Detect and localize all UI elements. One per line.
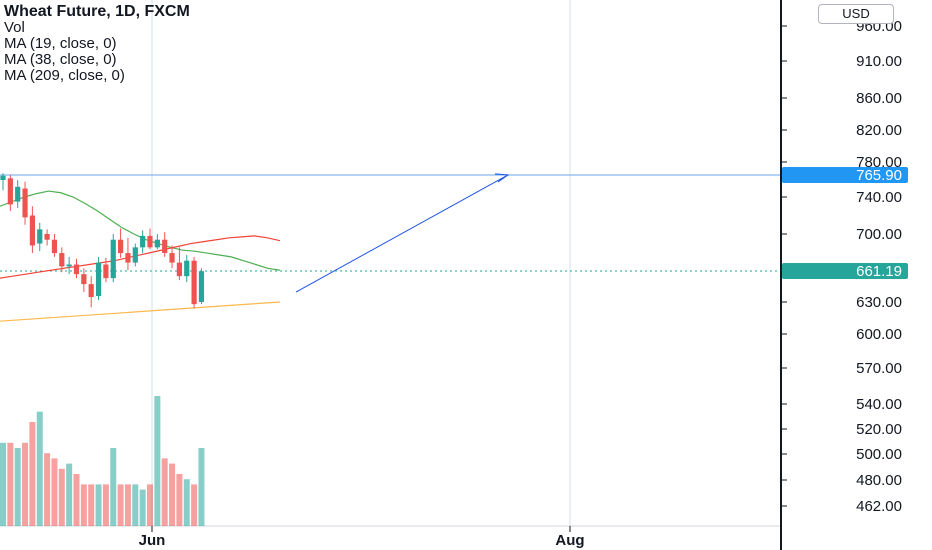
- price-tick-label: 500.00: [856, 446, 902, 463]
- volume-bar: [169, 463, 176, 526]
- volume-bar: [36, 411, 43, 526]
- candle-body: [95, 262, 102, 297]
- horizontal-line-label: 765.90: [856, 167, 902, 184]
- candle-body: [169, 253, 175, 263]
- ma-209-line: [0, 301, 281, 322]
- price-axis[interactable]: 960.00910.00860.00820.00780.00740.00700.…: [780, 0, 932, 550]
- drawings[interactable]: [295, 173, 510, 293]
- price-tick-label: 910.00: [856, 53, 902, 70]
- price-tick-label: 462.00: [856, 498, 902, 515]
- price-tick-label: 860.00: [856, 90, 902, 107]
- moving-averages: [0, 190, 281, 322]
- volume-bar: [29, 422, 36, 526]
- candle-body: [7, 178, 13, 205]
- candle-body: [140, 235, 146, 248]
- candle-body: [81, 274, 87, 285]
- volume-bar: [147, 484, 153, 526]
- candle-body: [162, 239, 168, 254]
- candle-body: [59, 253, 65, 267]
- volume-bar: [124, 484, 131, 526]
- candle-body: [147, 235, 153, 248]
- time-axis[interactable]: Jun Aug: [139, 526, 585, 549]
- current-price-label-bg: [782, 263, 908, 279]
- volume-bar: [139, 489, 146, 526]
- legend-ma-209[interactable]: MA (209, close, 0): [4, 67, 125, 84]
- volume-bar: [102, 484, 109, 526]
- trend-line: [295, 174, 509, 293]
- candle-body: [103, 264, 109, 279]
- volume-bar: [51, 458, 58, 526]
- volume-bar: [132, 484, 139, 526]
- volume-bar: [183, 479, 190, 526]
- candle-body: [51, 239, 58, 254]
- price-tick-label: 520.00: [856, 421, 902, 438]
- candle-body: [37, 229, 43, 244]
- candle-body: [176, 262, 182, 277]
- volume-bar: [198, 448, 205, 526]
- candle-body: [191, 260, 197, 305]
- candle-body: [132, 247, 138, 263]
- candle-body: [154, 239, 160, 248]
- price-tick-label: 740.00: [856, 189, 902, 206]
- volume-bar: [14, 448, 21, 526]
- volume-bar: [154, 396, 161, 526]
- volume-bar: [44, 453, 51, 526]
- symbol-title[interactable]: Wheat Future, 1D, FXCM: [4, 3, 190, 20]
- candle-body: [44, 234, 50, 240]
- ma-38-line: [0, 235, 281, 279]
- candle-body: [73, 264, 80, 275]
- ma-19-line: [0, 190, 281, 271]
- candlesticks: [0, 173, 205, 309]
- volume-bar: [191, 484, 198, 526]
- horizontal-line-label-bg: [782, 167, 908, 183]
- volume-bar: [73, 474, 80, 526]
- candle-body: [125, 253, 131, 263]
- candle-body: [88, 284, 94, 298]
- legend-ma-38[interactable]: MA (38, close, 0): [4, 51, 117, 68]
- volume-bar: [22, 442, 29, 526]
- candle-body: [66, 264, 72, 267]
- time-tick-label: Aug: [555, 532, 584, 549]
- price-tick-label: 570.00: [856, 360, 902, 377]
- price-tick-label: 700.00: [856, 226, 902, 243]
- candle-body: [198, 271, 205, 302]
- volume-bar: [117, 484, 124, 526]
- volume-bar: [80, 484, 87, 526]
- candle-body: [110, 239, 116, 279]
- volume-bar: [88, 484, 95, 526]
- candle-body: [0, 175, 6, 181]
- price-tick-label: 480.00: [856, 472, 902, 489]
- candle-body: [22, 188, 28, 218]
- candle-body: [29, 215, 35, 246]
- chart-legend: Wheat Future, 1D, FXCM Vol MA (19, close…: [4, 4, 190, 84]
- volume-bar: [0, 442, 6, 526]
- volume-bars: [0, 396, 205, 526]
- candle-body: [15, 186, 21, 202]
- volume-bar: [110, 448, 117, 526]
- price-tick-label: 630.00: [856, 294, 902, 311]
- price-tick-label: 820.00: [856, 122, 902, 139]
- volume-bar: [176, 474, 183, 526]
- price-tick-label: 780.00: [856, 154, 902, 171]
- trend-line-arrowhead: [494, 173, 510, 183]
- time-tick-label: Jun: [139, 532, 166, 549]
- legend-ma-19[interactable]: MA (19, close, 0): [4, 35, 117, 52]
- currency-button[interactable]: USD: [818, 4, 894, 24]
- price-tick-label: 600.00: [856, 326, 902, 343]
- current-price-label: 661.19: [856, 263, 902, 280]
- candle-body: [118, 239, 124, 254]
- volume-bar: [95, 484, 102, 526]
- volume-bar: [161, 458, 168, 526]
- legend-vol[interactable]: Vol: [4, 19, 25, 36]
- volume-bar: [7, 442, 14, 526]
- candle-body: [184, 260, 190, 277]
- price-tick-label: 540.00: [856, 396, 902, 413]
- volume-bar: [58, 468, 65, 526]
- volume-bar: [66, 463, 73, 526]
